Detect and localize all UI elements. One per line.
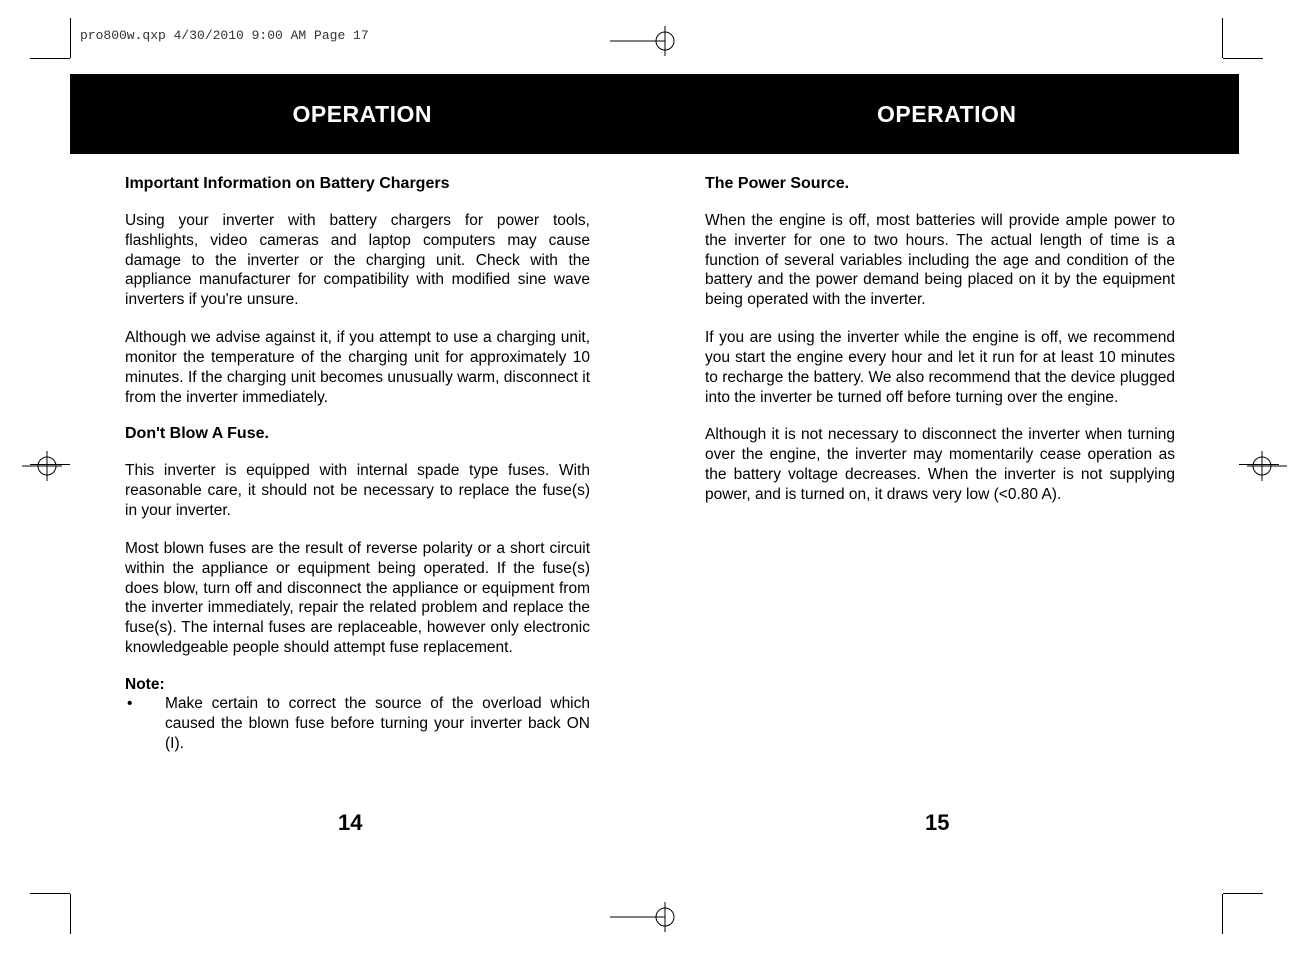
registration-mark-icon xyxy=(610,24,660,54)
content-area: Important Information on Battery Charger… xyxy=(125,175,1199,753)
left-header-title: OPERATION xyxy=(292,101,432,128)
left-column: Important Information on Battery Charger… xyxy=(125,175,590,753)
crop-mark xyxy=(70,18,71,58)
note-label: Note: xyxy=(125,676,590,694)
crop-mark xyxy=(70,894,71,934)
registration-mark-icon xyxy=(1237,449,1287,479)
note-bullet: • Make certain to correct the source of … xyxy=(125,694,590,753)
registration-mark-icon xyxy=(610,900,660,930)
paragraph: When the engine is off, most batteries w… xyxy=(705,211,1175,310)
header-band: OPERATION OPERATION xyxy=(70,74,1239,154)
paragraph: Using your inverter with battery charger… xyxy=(125,211,590,310)
crop-mark xyxy=(30,58,70,59)
paragraph: Although it is not necessary to disconne… xyxy=(705,425,1175,504)
paragraph: This inverter is equipped with internal … xyxy=(125,461,590,520)
paragraph: Most blown fuses are the result of rever… xyxy=(125,539,590,658)
paragraph: If you are using the inverter while the … xyxy=(705,328,1175,407)
right-column: The Power Source. When the engine is off… xyxy=(705,175,1175,753)
subhead-fuse: Don't Blow A Fuse. xyxy=(125,425,590,443)
subhead-power-source: The Power Source. xyxy=(705,175,1175,193)
crop-mark xyxy=(1223,58,1263,59)
crop-mark xyxy=(30,893,70,894)
left-header: OPERATION xyxy=(70,74,655,154)
paragraph: Although we advise against it, if you at… xyxy=(125,328,590,407)
right-header-title: OPERATION xyxy=(877,101,1017,128)
subhead-battery-chargers: Important Information on Battery Charger… xyxy=(125,175,590,193)
crop-mark xyxy=(1222,894,1223,934)
bullet-text: Make certain to correct the source of th… xyxy=(165,694,590,753)
bullet-icon: • xyxy=(125,694,165,714)
registration-mark-icon xyxy=(22,449,72,479)
right-header: OPERATION xyxy=(655,74,1240,154)
page-number-left: 14 xyxy=(338,810,362,836)
page-number-right: 15 xyxy=(925,810,949,836)
crop-mark xyxy=(1223,893,1263,894)
slug-line: pro800w.qxp 4/30/2010 9:00 AM Page 17 xyxy=(80,28,369,43)
crop-mark xyxy=(1222,18,1223,58)
